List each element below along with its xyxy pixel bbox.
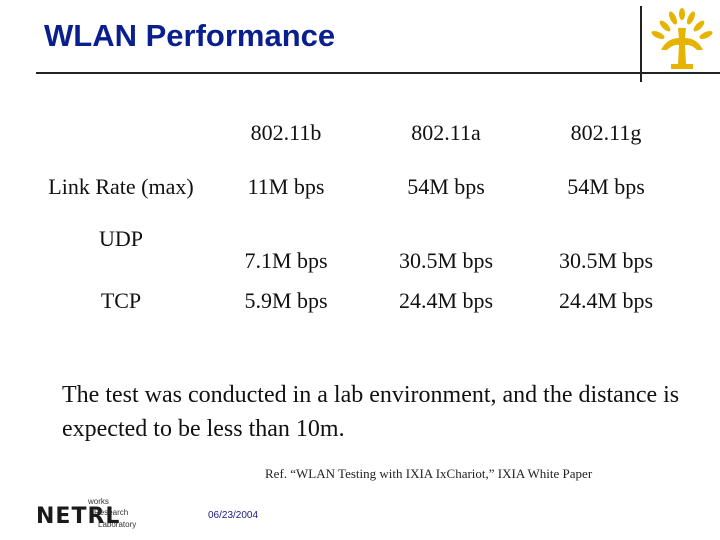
table-header-row: 802.11b 802.11a 802.11g	[36, 120, 686, 174]
cell-udp-g-cell: 30.5M bps	[526, 230, 686, 288]
cell-udp-b: 7.1M bps	[244, 248, 328, 273]
cell-link-rate-b: 11M bps	[247, 174, 325, 199]
netrl-word-works: works	[87, 497, 109, 506]
cell-udp-a-cell: 30.5M bps	[366, 230, 526, 288]
row-label-link-rate: Link Rate (max)	[48, 174, 194, 199]
test-note: The test was conducted in a lab environm…	[62, 382, 680, 442]
title-underline	[36, 72, 720, 74]
header-cell-empty	[36, 120, 206, 174]
netrl-word-laboratory: Laboratory	[98, 520, 136, 529]
cell-udp-a: 30.5M bps	[398, 248, 494, 273]
cell-tcp-b: 5.9M bps	[244, 288, 328, 313]
footer-date: 06/23/2004	[208, 510, 259, 521]
header-802-11a: 802.11a	[411, 120, 481, 145]
cell-udp-b-cell: 7.1M bps	[206, 230, 366, 288]
header-802-11b: 802.11b	[250, 120, 322, 145]
table-row: Link Rate (max) 11M bps 54M bps 54M bps	[36, 174, 686, 230]
table-row: TCP 5.9M bps 24.4M bps 24.4M bps	[36, 288, 686, 328]
cell-link-rate-g: 54M bps	[567, 174, 645, 199]
university-tree-logo	[651, 8, 713, 69]
row-label-udp-cell: UDP	[36, 226, 206, 288]
cell-link-rate-a: 54M bps	[407, 174, 485, 199]
header-divider	[640, 6, 642, 82]
table-row: UDP 7.1M bps 30.5M bps 30.5M bps	[36, 226, 686, 288]
cell-tcp-a: 24.4M bps	[398, 288, 494, 313]
netrl-lab-logo: NETRL works Research Laboratory	[36, 497, 136, 529]
slide-title: WLAN Performance	[44, 18, 336, 53]
performance-table: 802.11b 802.11a 802.11g Link Rate (max) …	[36, 120, 686, 328]
netrl-word-research: Research	[94, 508, 128, 517]
row-label-udp: UDP	[98, 226, 143, 251]
cell-udp-g: 30.5M bps	[558, 248, 654, 273]
cell-tcp-g: 24.4M bps	[558, 288, 654, 313]
row-label-tcp: TCP	[100, 288, 142, 313]
reference-citation: Ref. “WLAN Testing with IXIA IxChariot,”…	[265, 466, 593, 481]
netrl-letters: NETRL	[36, 504, 120, 529]
header-802-11g: 802.11g	[570, 120, 642, 145]
